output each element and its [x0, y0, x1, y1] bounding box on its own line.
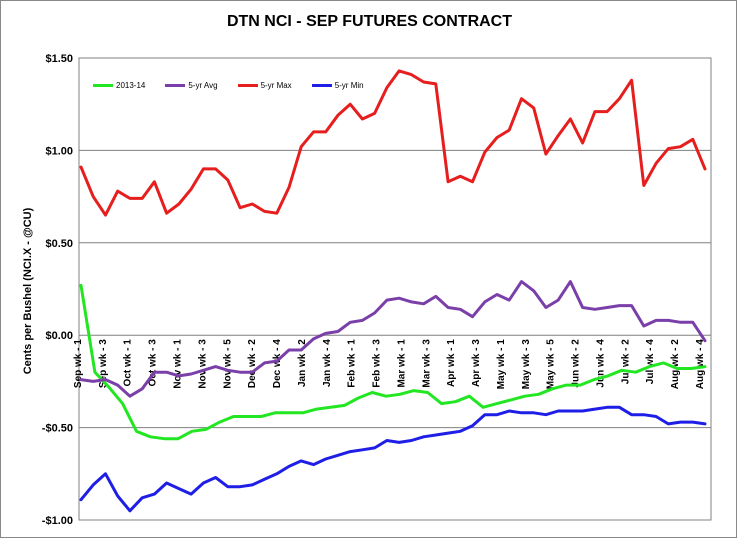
x-tick-label: May wk - 5 [546, 339, 557, 389]
x-tick-label: Sep wk - 1 [73, 339, 84, 388]
legend: 2013-14 5-yr Avg 5-yr Max 5-yr Min [93, 81, 384, 90]
x-tick-label: Mar wk - 1 [396, 339, 407, 388]
y-tick-label: -$0.50 [42, 423, 73, 435]
legend-item-2013-14: 2013-14 [93, 81, 145, 90]
legend-swatch-2013-14 [93, 84, 113, 87]
x-tick-label: Jul wk - 2 [620, 339, 631, 384]
y-tick-label: $1.50 [45, 53, 73, 65]
series-line-2013-14 [79, 283, 707, 441]
legend-swatch-5yr-min [311, 84, 332, 87]
x-tick-label: May wk - 3 [521, 339, 532, 389]
y-tick-label: $1.00 [45, 145, 73, 157]
x-tick-label: Sep wk - 3 [98, 339, 109, 388]
x-tick-label: Jul wk - 4 [645, 339, 656, 384]
legend-label-5yr-max: 5-yr Max [260, 81, 292, 90]
chart-title: DTN NCI - SEP FUTURES CONTRACT [226, 13, 513, 30]
x-tick-label: May wk - 1 [496, 339, 507, 389]
x-tick-label: Jan wk - 2 [297, 339, 308, 387]
y-tick-label: -$1.00 [42, 515, 73, 527]
x-tick-label: Nov wk - 3 [197, 339, 208, 389]
x-tick-label: Nov wk - 5 [222, 339, 233, 389]
series-line-5-yr-max [79, 69, 707, 217]
plot-area [78, 57, 712, 521]
x-tick-label: Aug wk - 4 [695, 339, 706, 389]
legend-label-5yr-min: 5-yr Min [334, 81, 364, 90]
y-tick-label: $0.00 [45, 330, 73, 342]
series-line-5-yr-min [79, 405, 707, 513]
x-tick-label: Dec wk - 4 [272, 339, 283, 388]
legend-swatch-5yr-avg [165, 84, 186, 87]
x-tick-label: Jun wk - 4 [595, 339, 606, 388]
x-tick-label: Feb wk - 1 [347, 339, 358, 388]
x-tick-label: Jun wk - 2 [571, 339, 582, 388]
legend-label-2013-14: 2013-14 [116, 81, 146, 90]
x-tick-label: Apr wk - 3 [471, 339, 482, 387]
legend-item-5yr-max: 5-yr Max [237, 81, 292, 90]
x-tick-label: Oct wk - 3 [148, 339, 159, 387]
x-tick-label: Apr wk - 1 [446, 339, 457, 387]
x-tick-label: Feb wk - 3 [372, 339, 383, 388]
legend-swatch-5yr-max [237, 84, 258, 87]
legend-label-5yr-avg: 5-yr Avg [188, 81, 218, 90]
x-tick-label: Dec wk - 2 [247, 339, 258, 388]
series-line-5-yr-avg [79, 280, 707, 398]
x-tick-label: Mar wk - 3 [421, 339, 432, 388]
legend-item-5yr-min: 5-yr Min [311, 81, 364, 90]
legend-item-5yr-avg: 5-yr Avg [165, 81, 218, 90]
y-tick-label: $0.50 [45, 238, 73, 250]
x-tick-label: Oct wk - 1 [123, 339, 134, 387]
x-tick-label: Nov wk - 1 [173, 339, 184, 389]
x-tick-label: Aug wk - 2 [670, 339, 681, 389]
x-tick-label: Jan wk - 4 [322, 339, 333, 387]
